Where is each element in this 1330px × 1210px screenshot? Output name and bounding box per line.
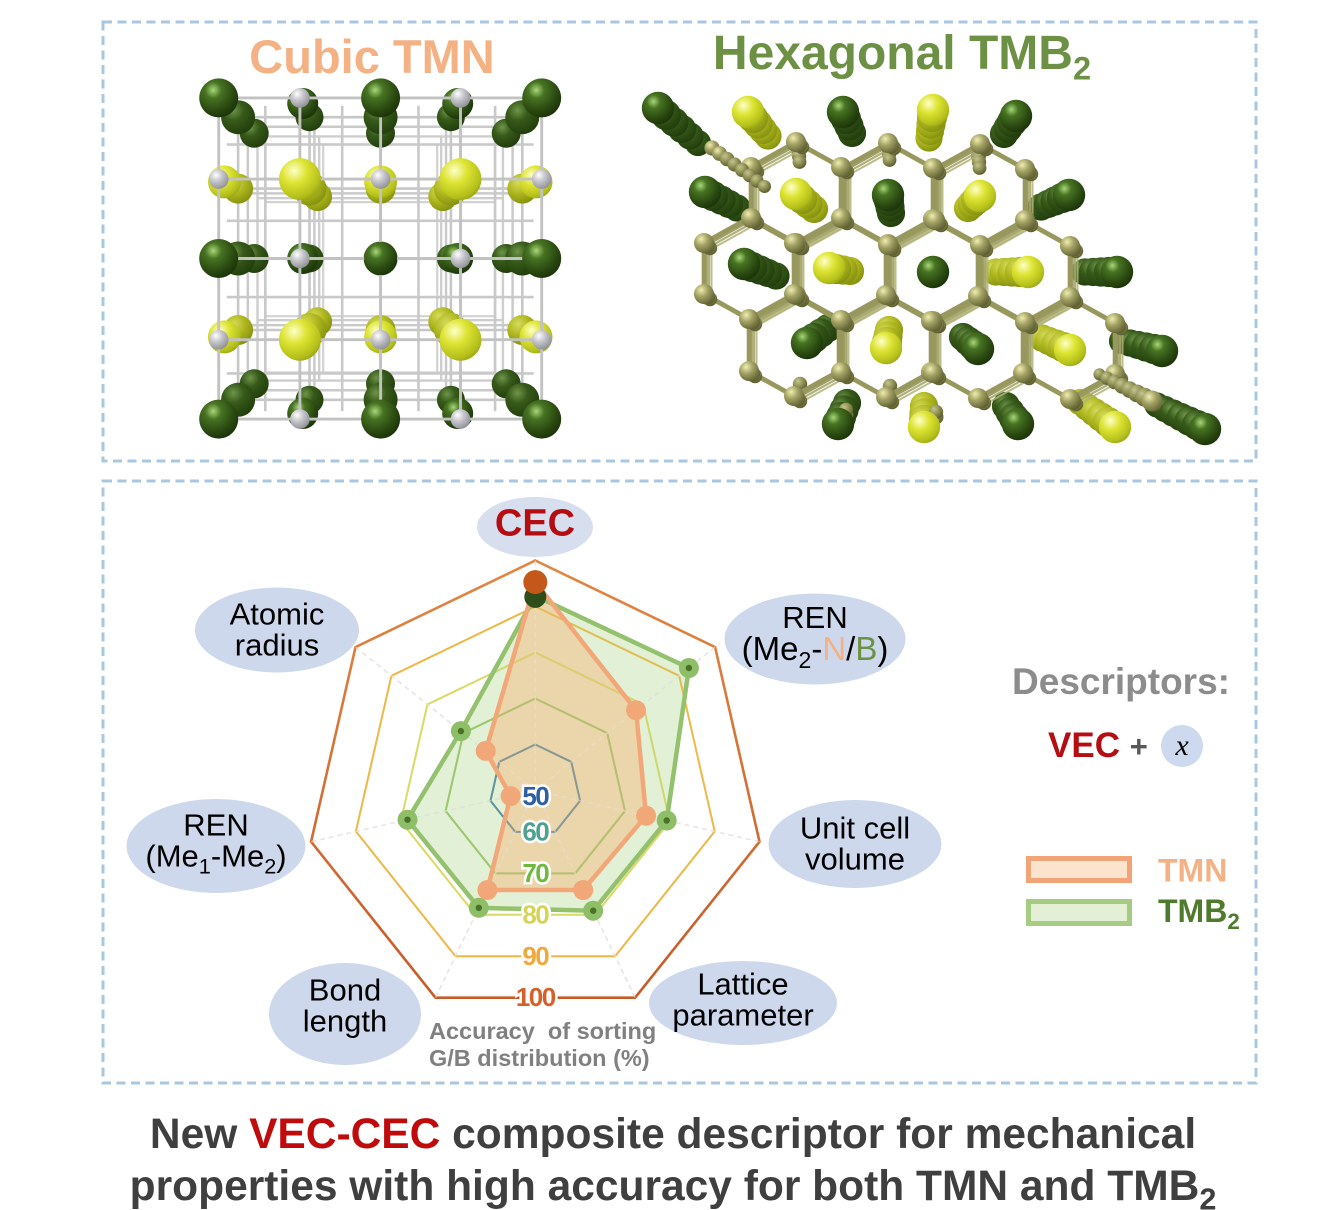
svg-text:70: 70 xyxy=(522,858,549,888)
svg-text:50: 50 xyxy=(522,781,549,811)
svg-text:60: 60 xyxy=(522,816,549,846)
svg-text:90: 90 xyxy=(522,941,549,971)
svg-text:100: 100 xyxy=(516,982,556,1012)
svg-text:80: 80 xyxy=(522,899,549,929)
